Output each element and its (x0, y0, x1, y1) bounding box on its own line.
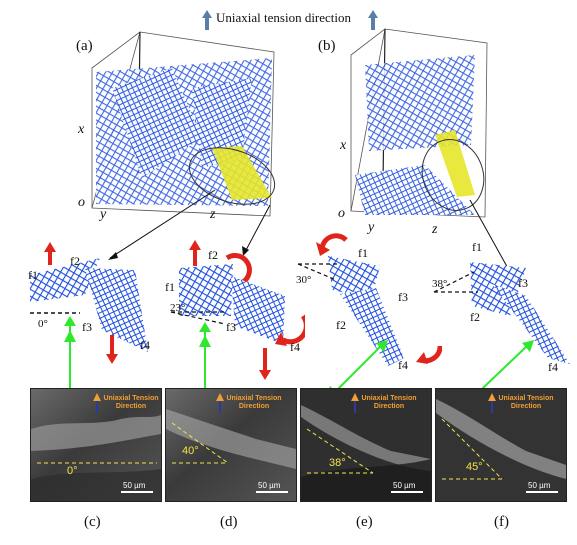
sem-scale-c: 50 µm (123, 481, 146, 490)
fiber-label-4-f1: f1 (472, 240, 482, 254)
panel-label-d: (d) (220, 514, 238, 530)
tension-direction-title: Uniaxial tension direction (216, 10, 352, 25)
fiber-label-2-f4: f4 (290, 340, 300, 354)
panel-label-c: (c) (84, 514, 101, 530)
sem-angle-e: 38° (329, 457, 346, 469)
fiber-label-3-f1: f1 (358, 246, 368, 260)
sem-angle-f: 45° (466, 461, 483, 473)
axis-o-a: o (78, 195, 85, 210)
fiber-angle-1: 0° (38, 318, 48, 330)
sem-tension-text-e: Uniaxial Tension Direction (361, 395, 417, 410)
sem-image-d: Uniaxial Tension Direction 40° 50 µm (165, 388, 297, 502)
fiber-label-2-f3: f3 (226, 320, 236, 334)
fiber-label-4-f3: f3 (518, 276, 528, 290)
tension-arrow-icon-left (202, 10, 212, 30)
panel-label-f: (f) (494, 514, 509, 530)
sem-tension-text-c: Uniaxial Tension Direction (103, 395, 159, 410)
axis-o-b: o (338, 206, 345, 221)
fiber-pair-1 (30, 242, 148, 380)
panel-label-a: (a) (76, 38, 93, 54)
fiber-label-4-f4: f4 (548, 360, 558, 374)
sem-angle-c: 0° (67, 465, 78, 477)
sem-image-c: Uniaxial Tension Direction 0° 50 µm (30, 388, 162, 502)
sem-image-e: Uniaxial Tension Direction 38° 50 µm (300, 388, 432, 502)
fiber-angle-3: 30° (296, 274, 312, 286)
network-box-a (91, 31, 276, 217)
sem-tension-text-d: Uniaxial Tension Direction (226, 395, 282, 410)
fiber-label-3-f4: f4 (398, 358, 408, 372)
tension-arrow-icon-right (368, 10, 378, 30)
fiber-label-1-f1: f1 (28, 268, 38, 282)
fiber-angle-2: 23° (170, 302, 186, 314)
sem-scale-d: 50 µm (258, 481, 281, 490)
sem-image-f: Uniaxial Tension Direction 45° 50 µm (435, 388, 567, 502)
fiber-label-2-f1: f1 (165, 280, 175, 294)
axis-x-b: x (340, 138, 347, 153)
fiber-pair-4 (433, 262, 570, 364)
fiber-pair-3 (297, 233, 442, 366)
fiber-label-1-f3: f3 (82, 320, 92, 334)
fiber-label-3-f2: f2 (336, 318, 346, 332)
panel-label-b: (b) (318, 38, 336, 54)
sem-scale-e: 50 µm (393, 481, 416, 490)
axis-y-a: y (100, 207, 107, 222)
sem-scale-f: 50 µm (528, 481, 551, 490)
axis-z-b: z (432, 222, 438, 237)
axis-y-b: y (368, 220, 375, 235)
axis-x-a: x (78, 122, 85, 137)
fiber-label-3-f3: f3 (398, 290, 408, 304)
axis-z-a: z (210, 207, 216, 222)
network-box-b (350, 28, 488, 218)
fiber-label-4-f2: f2 (470, 310, 480, 324)
fiber-angle-4: 38° (432, 278, 448, 290)
sem-angle-d: 40° (182, 445, 199, 457)
fiber-label-1-f2: f2 (70, 254, 80, 268)
sem-tension-text-f: Uniaxial Tension Direction (498, 395, 554, 410)
fiber-pair-2 (170, 240, 305, 386)
panel-label-e: (e) (356, 514, 373, 530)
fiber-label-1-f4: f4 (140, 338, 150, 352)
fiber-label-2-f2: f2 (208, 248, 218, 262)
